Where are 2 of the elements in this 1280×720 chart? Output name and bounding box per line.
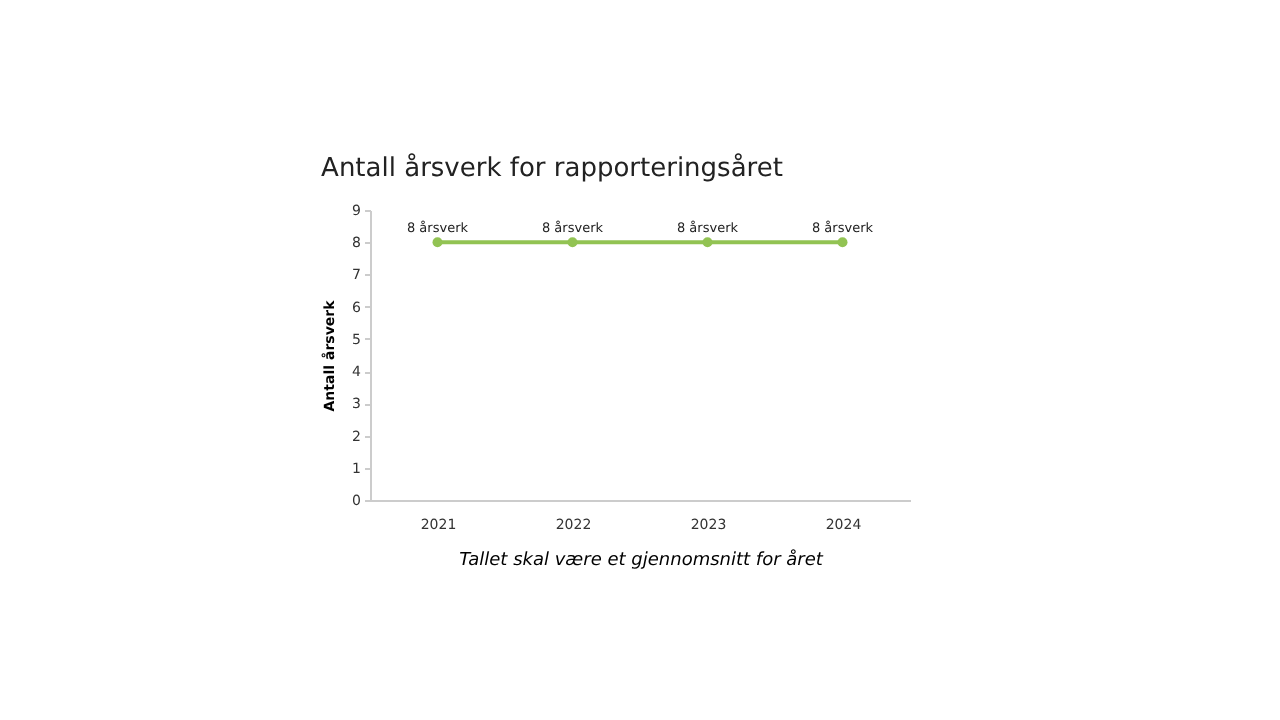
x-axis-title: Tallet skal være et gjennomsnitt for året <box>459 549 824 571</box>
chart-title: Antall årsverk for rapporteringsåret <box>321 152 783 184</box>
